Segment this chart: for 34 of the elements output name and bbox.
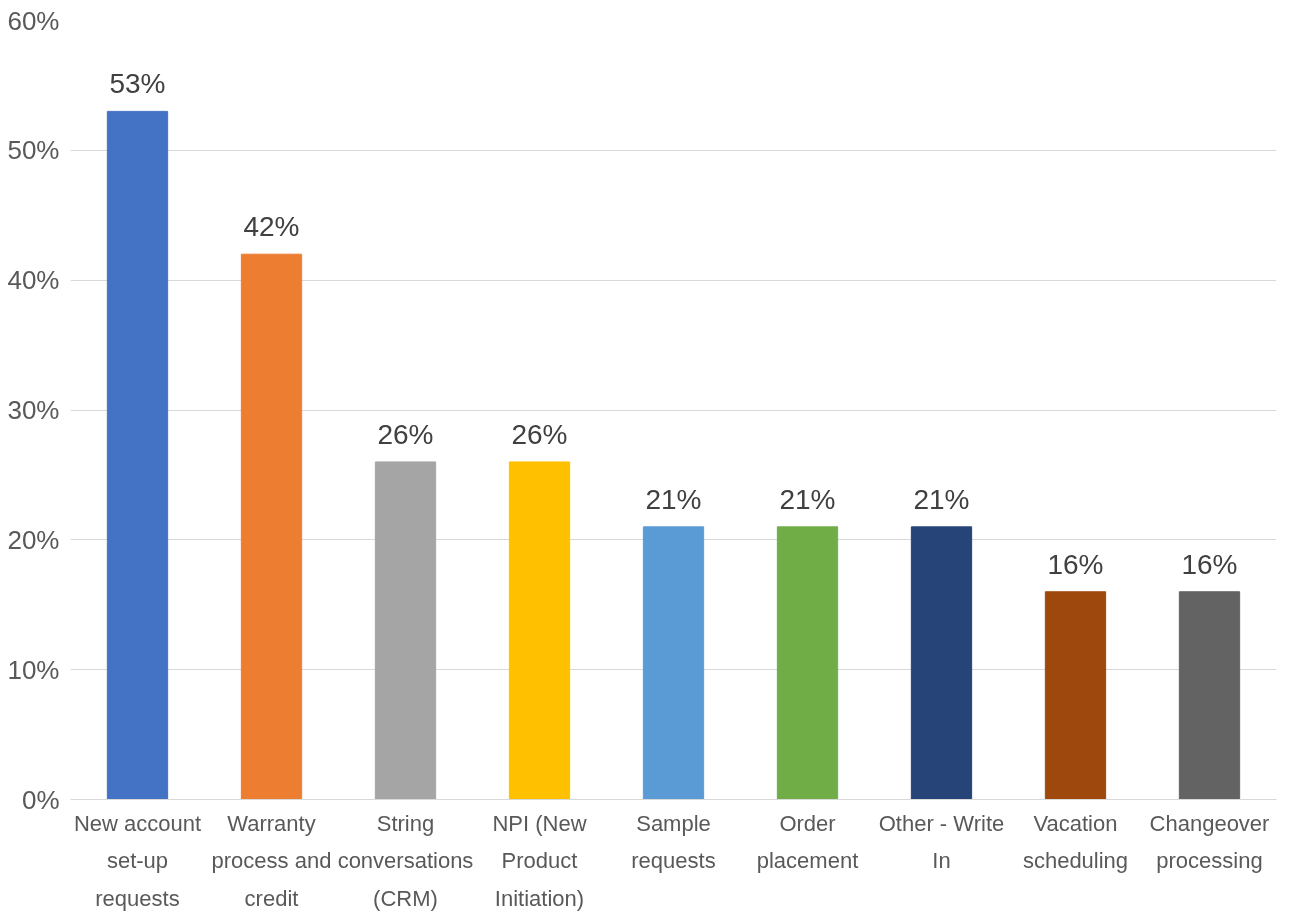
bar (1044, 591, 1107, 800)
x-tick-label: Changeover processing (1149, 810, 1270, 873)
data-label: 21% (645, 483, 702, 515)
data-label: 21% (913, 483, 970, 515)
x-tick-label: Vacation scheduling (1022, 810, 1129, 873)
y-tick-label: 30% (7, 395, 60, 425)
x-tick-label: String conversations (CRM) (337, 810, 474, 911)
x-tick-label: Warranty process and credit (211, 810, 332, 911)
bar (240, 253, 303, 800)
y-tick-label: 40% (7, 265, 60, 296)
x-tick-label: NPI (New Product Initiation) (492, 810, 587, 911)
bar (374, 461, 437, 800)
data-label: 26% (511, 418, 568, 450)
bar (1178, 591, 1241, 800)
bar (910, 526, 973, 800)
bar (642, 526, 705, 800)
y-tick-label: 20% (7, 524, 60, 555)
data-label: 21% (779, 483, 836, 515)
y-tick-label: 10% (7, 654, 60, 685)
bar (106, 110, 169, 800)
bar (776, 526, 839, 800)
x-tick-label: Sample requests (631, 810, 716, 873)
data-label: 16% (1047, 548, 1104, 580)
y-tick-label: 0% (21, 784, 60, 815)
data-label: 26% (377, 418, 434, 450)
data-label: 16% (1181, 548, 1238, 580)
data-label: 42% (243, 211, 300, 243)
y-tick-label: 60% (7, 5, 60, 36)
x-tick-label: Other - Write In (878, 810, 1005, 873)
data-label: 53% (109, 68, 166, 100)
x-tick-label: Order placement (756, 810, 859, 873)
bar (508, 461, 571, 800)
y-tick-label: 50% (7, 135, 60, 166)
x-tick-label: New account set-up requests (73, 810, 202, 911)
